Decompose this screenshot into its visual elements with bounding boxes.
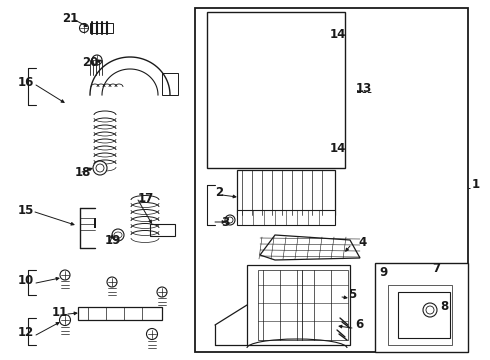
Text: 15: 15 bbox=[18, 203, 34, 216]
Circle shape bbox=[96, 164, 104, 172]
Circle shape bbox=[79, 23, 89, 32]
Circle shape bbox=[225, 215, 235, 225]
Bar bbox=[375, 263, 468, 352]
Bar bbox=[258, 270, 348, 340]
Text: 18: 18 bbox=[75, 166, 91, 179]
Text: 1: 1 bbox=[472, 179, 480, 192]
Circle shape bbox=[423, 303, 437, 317]
Bar bbox=[237, 170, 335, 215]
Text: 10: 10 bbox=[18, 274, 34, 287]
Bar bbox=[388, 285, 452, 345]
Text: 9: 9 bbox=[379, 266, 387, 279]
Circle shape bbox=[227, 144, 249, 166]
Circle shape bbox=[385, 273, 395, 283]
Bar bbox=[207, 12, 345, 168]
Text: 7: 7 bbox=[432, 261, 440, 274]
Circle shape bbox=[59, 315, 71, 325]
Text: 8: 8 bbox=[440, 300, 448, 312]
Circle shape bbox=[112, 229, 124, 241]
Text: 12: 12 bbox=[18, 327, 34, 339]
Text: 14: 14 bbox=[330, 28, 346, 41]
Text: 5: 5 bbox=[348, 288, 356, 302]
Text: 17: 17 bbox=[138, 192, 154, 204]
Text: 4: 4 bbox=[358, 237, 366, 249]
Bar bbox=[150, 224, 175, 236]
Text: 3: 3 bbox=[221, 216, 229, 229]
Text: 21: 21 bbox=[62, 12, 78, 24]
Bar bbox=[162, 73, 178, 95]
Circle shape bbox=[157, 287, 167, 297]
Circle shape bbox=[107, 277, 117, 287]
Text: 19: 19 bbox=[105, 234, 122, 247]
Text: 16: 16 bbox=[18, 76, 34, 89]
Bar bbox=[195, 8, 468, 352]
Circle shape bbox=[92, 55, 102, 65]
Circle shape bbox=[237, 21, 259, 43]
Bar bbox=[90, 23, 113, 33]
Bar bbox=[78, 307, 162, 320]
Text: 6: 6 bbox=[355, 319, 363, 332]
Circle shape bbox=[241, 25, 255, 39]
Circle shape bbox=[60, 270, 70, 280]
Text: 14: 14 bbox=[330, 141, 346, 154]
Bar bbox=[398, 292, 450, 338]
Polygon shape bbox=[260, 235, 360, 260]
Text: 2: 2 bbox=[215, 185, 223, 198]
Circle shape bbox=[93, 161, 107, 175]
Circle shape bbox=[227, 217, 233, 223]
Bar bbox=[247, 265, 350, 345]
Circle shape bbox=[426, 306, 434, 314]
Text: 13: 13 bbox=[356, 81, 372, 94]
Text: 20: 20 bbox=[82, 55, 98, 68]
Text: 11: 11 bbox=[52, 306, 68, 319]
Bar bbox=[237, 210, 335, 225]
Circle shape bbox=[147, 328, 157, 339]
Circle shape bbox=[231, 148, 245, 162]
